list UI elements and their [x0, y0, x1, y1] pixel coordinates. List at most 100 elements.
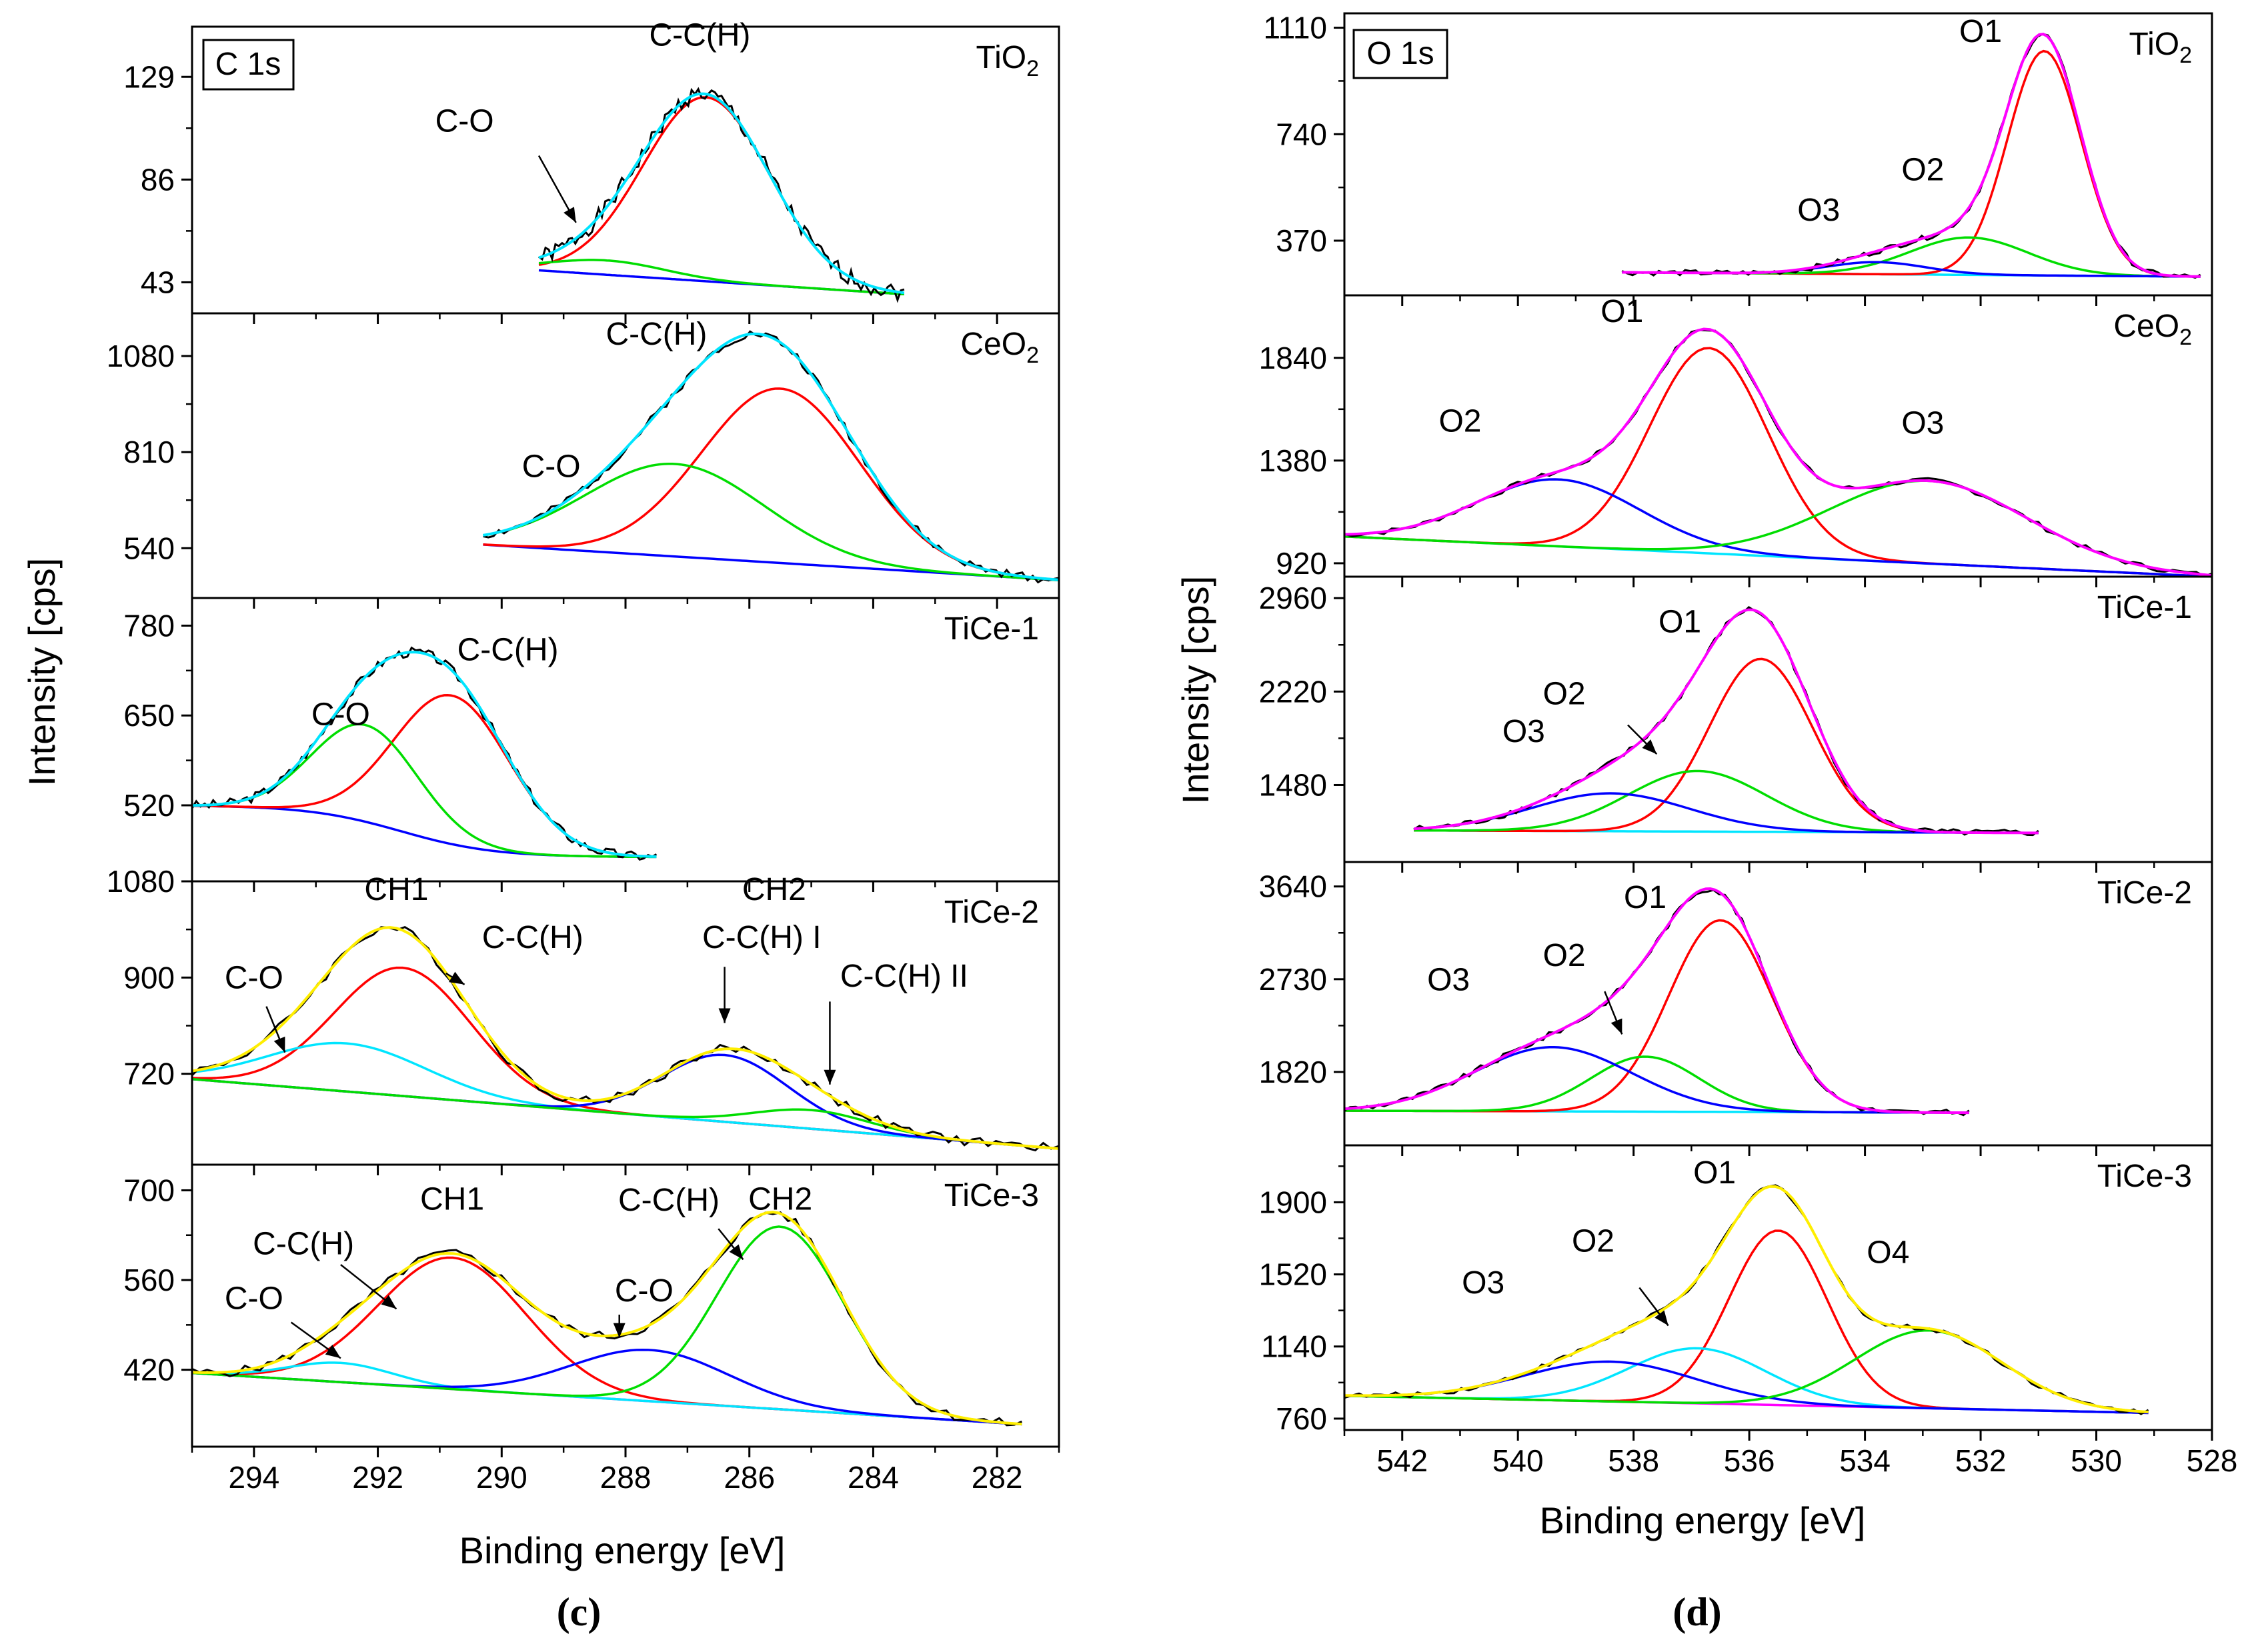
- subplot-frame: [1343, 1144, 2213, 1431]
- y-tick-label: 1110: [1263, 11, 1327, 45]
- subplot-tice-2: 720 900 1080 TiCe-2 CH1 C-C(H) C-O CH2 C-C(H) I C…: [107, 864, 1060, 1175]
- annotation-arrow-head: [273, 1036, 285, 1053]
- peak-annotation: O3: [1427, 963, 1470, 998]
- sample-label-base: TiCe-2: [2097, 875, 2192, 911]
- peak-annotation: C-C(H): [606, 317, 707, 352]
- peak-annotation: C-C(H): [482, 920, 584, 955]
- raw-data-line: [538, 87, 905, 303]
- annotation-arrow-head: [325, 1345, 341, 1359]
- y-tick-label: 2220: [1259, 674, 1327, 709]
- y-tick-label: 720: [123, 1057, 175, 1091]
- y-tick-label: 560: [123, 1263, 175, 1297]
- envelope-line: [538, 92, 905, 295]
- peak-annotation: C-C(H): [649, 18, 750, 53]
- component-o3: [1344, 479, 2212, 577]
- subplot-tice-2: 1820 2730 3640 TiCe-2 O1 O2 O3: [1259, 861, 2213, 1156]
- component-c-o: [538, 259, 904, 296]
- subplot-tice-3: 420 560 700 TiCe-3 CH1 C-C(H) C-O C-O C-C(H) CH2 2…: [123, 1163, 1060, 1495]
- component-o1: [1344, 1229, 2149, 1415]
- peak-annotation: CH2: [748, 1181, 812, 1217]
- y-tick-label: 1840: [1259, 341, 1327, 375]
- subplot-curves: [1344, 887, 1970, 1117]
- sample-label-base: TiCe-2: [944, 895, 1039, 930]
- subplot-frame: [191, 880, 1060, 1166]
- panel-c-y-axis-label: Intensity [cps]: [21, 558, 63, 786]
- y-tick-label: 420: [123, 1353, 175, 1387]
- sample-label-subscript: 2: [1026, 56, 1039, 81]
- panel-d-y-axis-label: Intensity [cps]: [1174, 576, 1216, 804]
- peak-annotation: C-C(H): [253, 1227, 354, 1262]
- subplot-curves: [192, 1211, 1022, 1427]
- y-tick-label: 780: [123, 608, 175, 643]
- peak-annotation: O1: [1600, 294, 1643, 329]
- envelope-line: [192, 1211, 1022, 1426]
- subplot-frame: [191, 312, 1060, 599]
- sample-label: TiCe-1: [944, 611, 1039, 647]
- sample-label-subscript: 2: [1026, 343, 1039, 368]
- sample-label-subscript: 2: [2179, 43, 2192, 68]
- annotation-arrow-head: [613, 1323, 626, 1338]
- peak-annotation: O1: [1693, 1155, 1736, 1191]
- panel-d-label: (d): [1672, 1590, 1721, 1634]
- subplot-ceo2: 540 810 1080 CeO2 C-C(H) C-O: [107, 312, 1060, 609]
- x-tick-label: 542: [1376, 1443, 1428, 1478]
- envelope-line: [1344, 327, 2212, 577]
- envelope-line: [192, 926, 1059, 1150]
- peak-annotation: C-C(H): [618, 1183, 720, 1218]
- peak-annotation: C-O: [225, 960, 283, 995]
- subplot-ceo2: 920 1380 1840 CeO2 O1 O2 O3: [1259, 294, 2213, 587]
- raw-data-line: [192, 646, 658, 861]
- subplot-curves: [1413, 606, 2039, 837]
- peak-annotation: C-C(H) II: [840, 959, 968, 994]
- panel-c-core-level-box: C 1s: [202, 39, 295, 91]
- subplot-frame: [1343, 575, 2213, 863]
- peak-annotation: O4: [1867, 1235, 1909, 1270]
- peak-annotation: O3: [1901, 406, 1944, 441]
- sample-label: TiCe-3: [944, 1178, 1039, 1213]
- x-tick-label: 534: [1839, 1443, 1891, 1478]
- sample-label-base: CeO: [2113, 309, 2179, 344]
- y-tick-label: 2960: [1259, 581, 1327, 615]
- y-tick-label: 43: [141, 265, 175, 299]
- peak-annotation: O1: [1959, 14, 2002, 49]
- y-tick-label: 3640: [1259, 869, 1327, 904]
- peak-annotation: O3: [1462, 1265, 1504, 1301]
- envelope-line: [192, 651, 657, 858]
- panel-d-core-level-box: O 1s: [1352, 29, 1448, 79]
- y-tick-label: 129: [123, 59, 175, 94]
- peak-annotation: C-C(H) I: [702, 920, 822, 955]
- annotation-arrow-head: [1654, 1310, 1668, 1326]
- sample-label: TiCe-2: [2097, 875, 2192, 911]
- peak-annotation: O2: [1901, 152, 1944, 187]
- panel-c-x-axis-label: Binding energy [eV]: [459, 1529, 786, 1571]
- y-tick-label: 740: [1276, 117, 1327, 151]
- sample-label: TiO2: [2129, 27, 2192, 68]
- y-tick-label: 650: [123, 698, 175, 733]
- y-tick-label: 520: [123, 788, 175, 823]
- envelope-line: [1622, 33, 2201, 278]
- y-tick-label: 1480: [1259, 767, 1327, 802]
- annotation-arrow-head: [449, 971, 465, 985]
- sample-label-base: TiCe-3: [944, 1178, 1039, 1213]
- peak-annotation: C-O: [435, 104, 494, 139]
- component-o2: [1344, 478, 2212, 577]
- annotation-arrow-head: [718, 1008, 731, 1023]
- envelope-line: [1344, 1185, 2149, 1413]
- peak-annotation: CH2: [742, 872, 806, 907]
- subplot-curves: [538, 87, 905, 303]
- peak-annotation: C-O: [311, 697, 370, 733]
- sample-label: TiCe-2: [944, 895, 1039, 930]
- sample-label-subscript: 2: [2179, 325, 2192, 350]
- sample-label-base: TiO: [976, 40, 1027, 75]
- y-tick-label: 900: [123, 960, 175, 995]
- sample-label: CeO2: [2113, 309, 2192, 350]
- envelope-line: [1413, 608, 2039, 835]
- subplot-curves: [1344, 327, 2212, 577]
- peak-annotation: O2: [1438, 403, 1481, 439]
- x-tick-label: 284: [848, 1460, 899, 1495]
- peak-annotation: CH1: [364, 872, 428, 907]
